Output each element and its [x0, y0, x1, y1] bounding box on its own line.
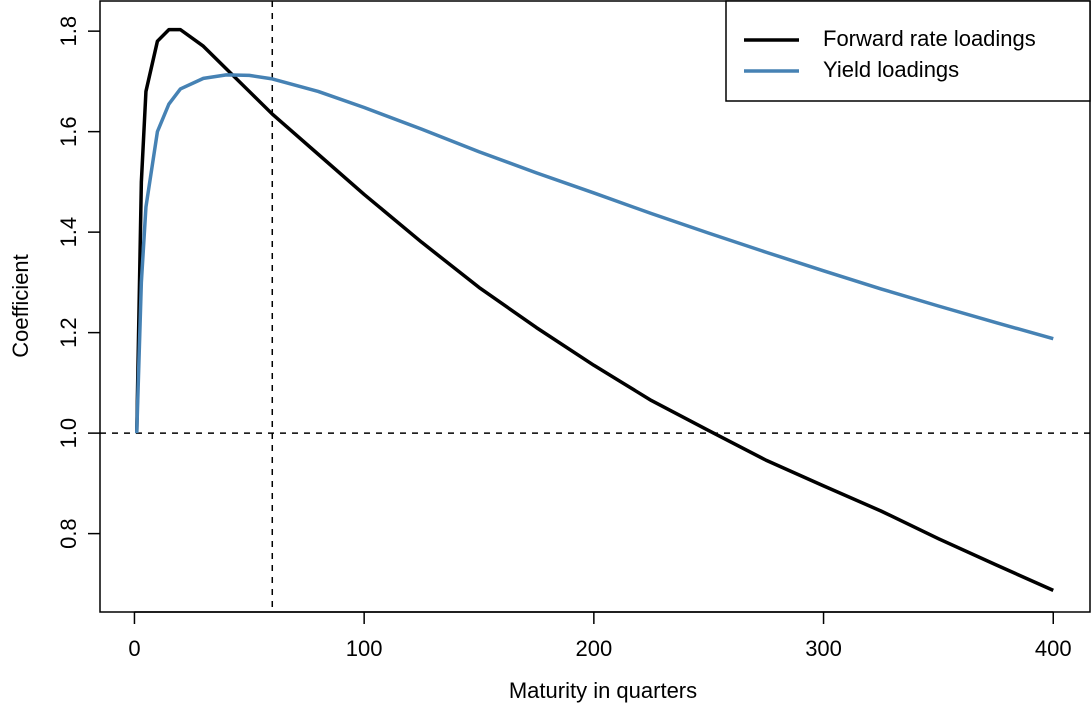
x-tick-label: 100: [346, 636, 383, 661]
legend-label: Yield loadings: [823, 57, 959, 82]
x-tick-label: 200: [575, 636, 612, 661]
series-line: [135, 73, 1054, 434]
y-tick-label: 1.4: [56, 217, 81, 248]
y-tick-label: 1.2: [56, 317, 81, 348]
x-axis-label: Maturity in quarters: [509, 678, 697, 703]
y-tick-label: 1.6: [56, 116, 81, 147]
y-axis-label: Coefficient: [8, 254, 33, 358]
legend-box: [725, 0, 1091, 102]
x-tick-label: 300: [805, 636, 842, 661]
legend-label: Forward rate loadings: [823, 26, 1036, 51]
y-tick-label: 1.0: [56, 418, 81, 449]
y-tick-label: 0.8: [56, 518, 81, 549]
x-tick-label: 400: [1035, 636, 1072, 661]
x-tick-label: 0: [128, 636, 140, 661]
series-line: [135, 27, 1054, 592]
y-tick-label: 1.8: [56, 16, 81, 47]
